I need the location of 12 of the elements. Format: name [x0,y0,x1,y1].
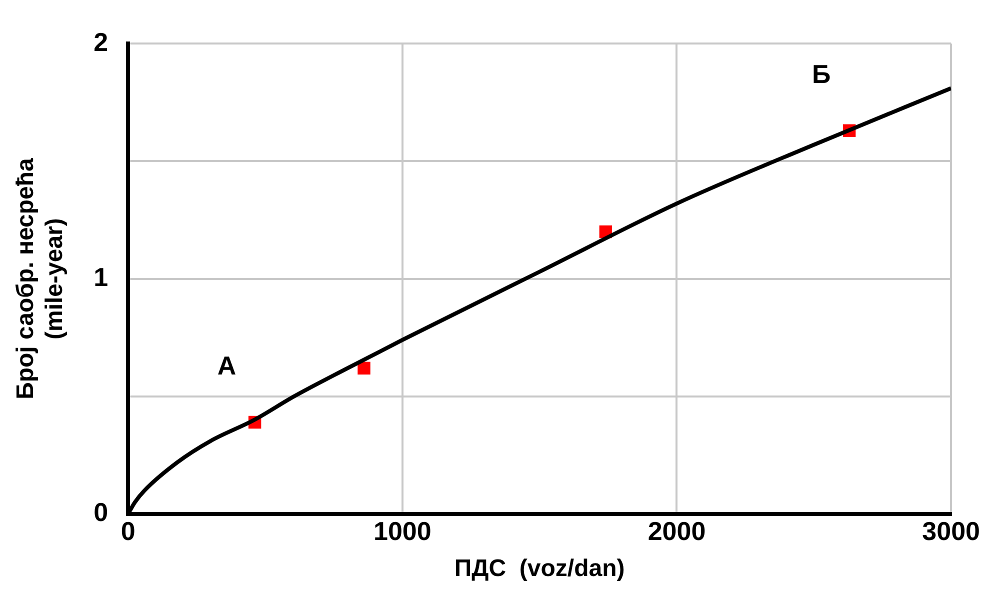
annotation: А [217,350,236,380]
x-tick-label: 2000 [648,516,706,546]
x-axis-title: ПДС (voz/dan) [454,555,625,582]
y-tick-label: 0 [94,497,108,528]
y-tick-label: 2 [94,26,108,57]
y-axis-title: Број саобр. несрећа (mile-year) [12,158,68,400]
point [358,362,370,375]
x-tick-label: 0 [120,516,136,546]
annotation: Б [812,58,831,89]
y-tick-label: 1 [94,262,108,292]
x-tick-label: 3000 [922,516,980,546]
x-tick-label: 1000 [373,516,432,546]
